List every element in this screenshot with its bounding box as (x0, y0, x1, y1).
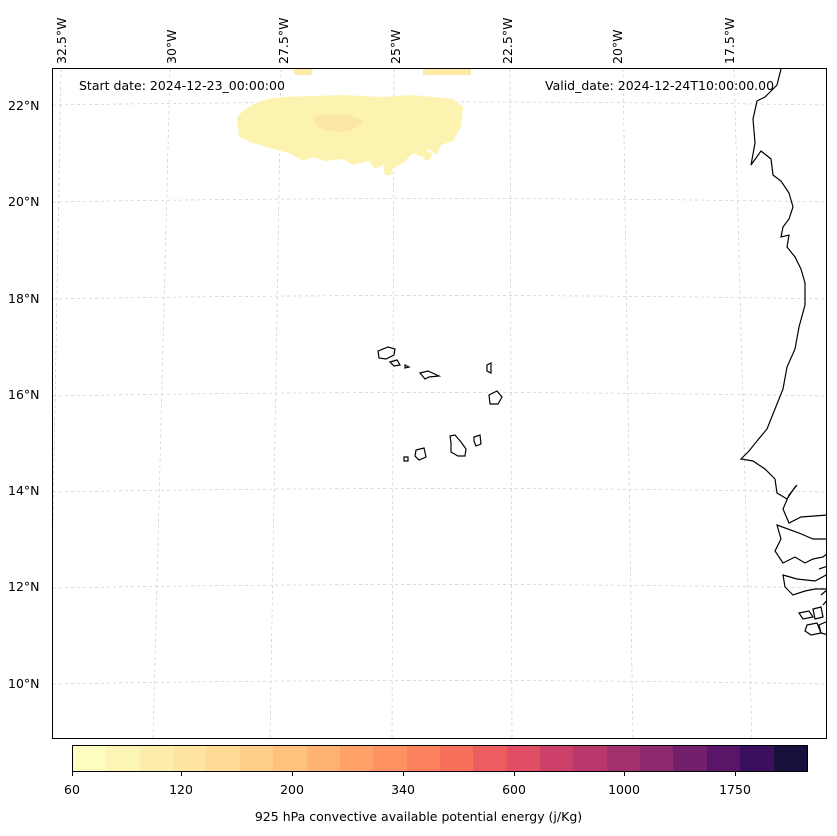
guinea-islands-4 (818, 621, 826, 636)
lon-label-30w: 30°W (164, 29, 179, 64)
colorbar-cell-9 (373, 746, 407, 771)
cb-tickmark-120 (181, 772, 182, 776)
colorbar-cell-2 (139, 746, 174, 771)
lon-label-20w: 20°W (610, 29, 625, 64)
meridian-27-5w (269, 69, 282, 738)
cb-tickmark-600 (514, 772, 515, 776)
cape-patch-top-small (293, 69, 313, 75)
guinea-islands-3 (804, 622, 822, 636)
island-brava (403, 456, 409, 462)
colorbar-label: 925 hPa convective available potential e… (254, 809, 583, 824)
parallel-22n (53, 101, 826, 106)
lon-label-32-5w: 32.5°W (54, 17, 69, 64)
lat-label-16n: 16°N (8, 387, 40, 402)
cape-fleck (383, 167, 393, 175)
start-date-label: Start date: 2024-12-23_00:00:00 (79, 78, 285, 93)
colorbar-cell-21 (773, 746, 807, 771)
colorbar-cell-19 (706, 746, 741, 771)
gridlines (53, 69, 826, 738)
colorbar-cell-7 (306, 746, 340, 771)
cb-tickmark-1750 (735, 772, 736, 776)
parallel-18n (53, 295, 826, 300)
cb-tick-1000: 1000 (608, 782, 640, 797)
cape-fleck-2 (423, 151, 433, 161)
colorbar-cell-18 (673, 746, 707, 771)
cape-patch-top (423, 69, 471, 75)
colorbar-cell-3 (173, 746, 207, 771)
cb-tickmark-200 (292, 772, 293, 776)
cb-tickmark-340 (403, 772, 404, 776)
island-santa-luzia (404, 364, 411, 369)
colorbar-cell-6 (273, 746, 307, 771)
cb-tick-60: 60 (64, 782, 80, 797)
colorbar-cell-8 (339, 746, 374, 771)
meridian-30w (152, 69, 171, 738)
lat-label-18n: 18°N (8, 291, 40, 306)
cb-tickmark-60 (72, 772, 73, 776)
cb-tickmark-1000 (624, 772, 625, 776)
colorbar-cell-15 (573, 746, 607, 771)
island-maio (473, 434, 482, 447)
cb-tick-200: 200 (280, 782, 304, 797)
colorbar (72, 745, 808, 772)
colorbar-cell-17 (640, 746, 674, 771)
cape-field (237, 69, 471, 175)
colorbar-cell-1 (106, 746, 140, 771)
lon-label-22-5w: 22.5°W (500, 17, 515, 64)
guinea-islands-1 (798, 610, 814, 620)
guinea-coast-east (818, 566, 826, 606)
colorbar-cell-20 (740, 746, 774, 771)
west-africa-coast (739, 69, 826, 524)
valid-date-label: Valid_date: 2024-12-24T10:00:00.00 (545, 78, 775, 93)
lon-label-25w: 25°W (388, 29, 403, 64)
island-sao-vicente (388, 359, 401, 367)
lat-label-12n: 12°N (8, 579, 40, 594)
meridian-25w (391, 69, 395, 738)
parallel-16n (53, 392, 826, 397)
parallel-14n (53, 488, 826, 493)
colorbar-cell-12 (473, 746, 507, 771)
island-santo-antao (377, 346, 396, 360)
colorbar-cell-0 (73, 746, 107, 771)
colorbar-cell-14 (540, 746, 574, 771)
meridian-22-5w (509, 69, 513, 738)
cb-tick-340: 340 (391, 782, 415, 797)
meridian-20w (622, 69, 634, 738)
coastlines (377, 69, 826, 636)
colorbar-cell-5 (239, 746, 274, 771)
island-boa-vista (488, 390, 503, 405)
guinea-islands-2 (812, 606, 824, 620)
cb-tick-600: 600 (502, 782, 526, 797)
meridian-17-5w (733, 69, 753, 738)
lat-label-20n: 20°N (8, 194, 40, 209)
island-sao-nicolau (418, 370, 442, 380)
colorbar-cell-11 (439, 746, 474, 771)
lat-label-10n: 10°N (8, 676, 40, 691)
senegambia-coast (774, 524, 826, 564)
island-fogo (414, 447, 427, 461)
parallel-12n (53, 584, 826, 589)
lat-label-14n: 14°N (8, 483, 40, 498)
map-panel (52, 68, 827, 739)
colorbar-cell-10 (406, 746, 440, 771)
meridian-32-5w (53, 69, 62, 536)
parallel-20n (53, 198, 826, 203)
guinea-bissau-coast (782, 574, 826, 596)
island-santiago (449, 434, 467, 457)
lon-label-27-5w: 27.5°W (276, 17, 291, 64)
colorbar-cell-16 (606, 746, 641, 771)
cape-patch-north (237, 95, 463, 173)
colorbar-cell-13 (506, 746, 541, 771)
cape-patch-north-peak (313, 113, 363, 132)
lat-label-22n: 22°N (8, 98, 40, 113)
cb-tick-120: 120 (169, 782, 193, 797)
cb-tick-1750: 1750 (719, 782, 751, 797)
lon-label-17-5w: 17.5°W (722, 17, 737, 64)
map-canvas (53, 69, 826, 738)
parallel-10n (53, 680, 826, 685)
colorbar-cell-4 (206, 746, 240, 771)
island-sal (486, 362, 492, 374)
